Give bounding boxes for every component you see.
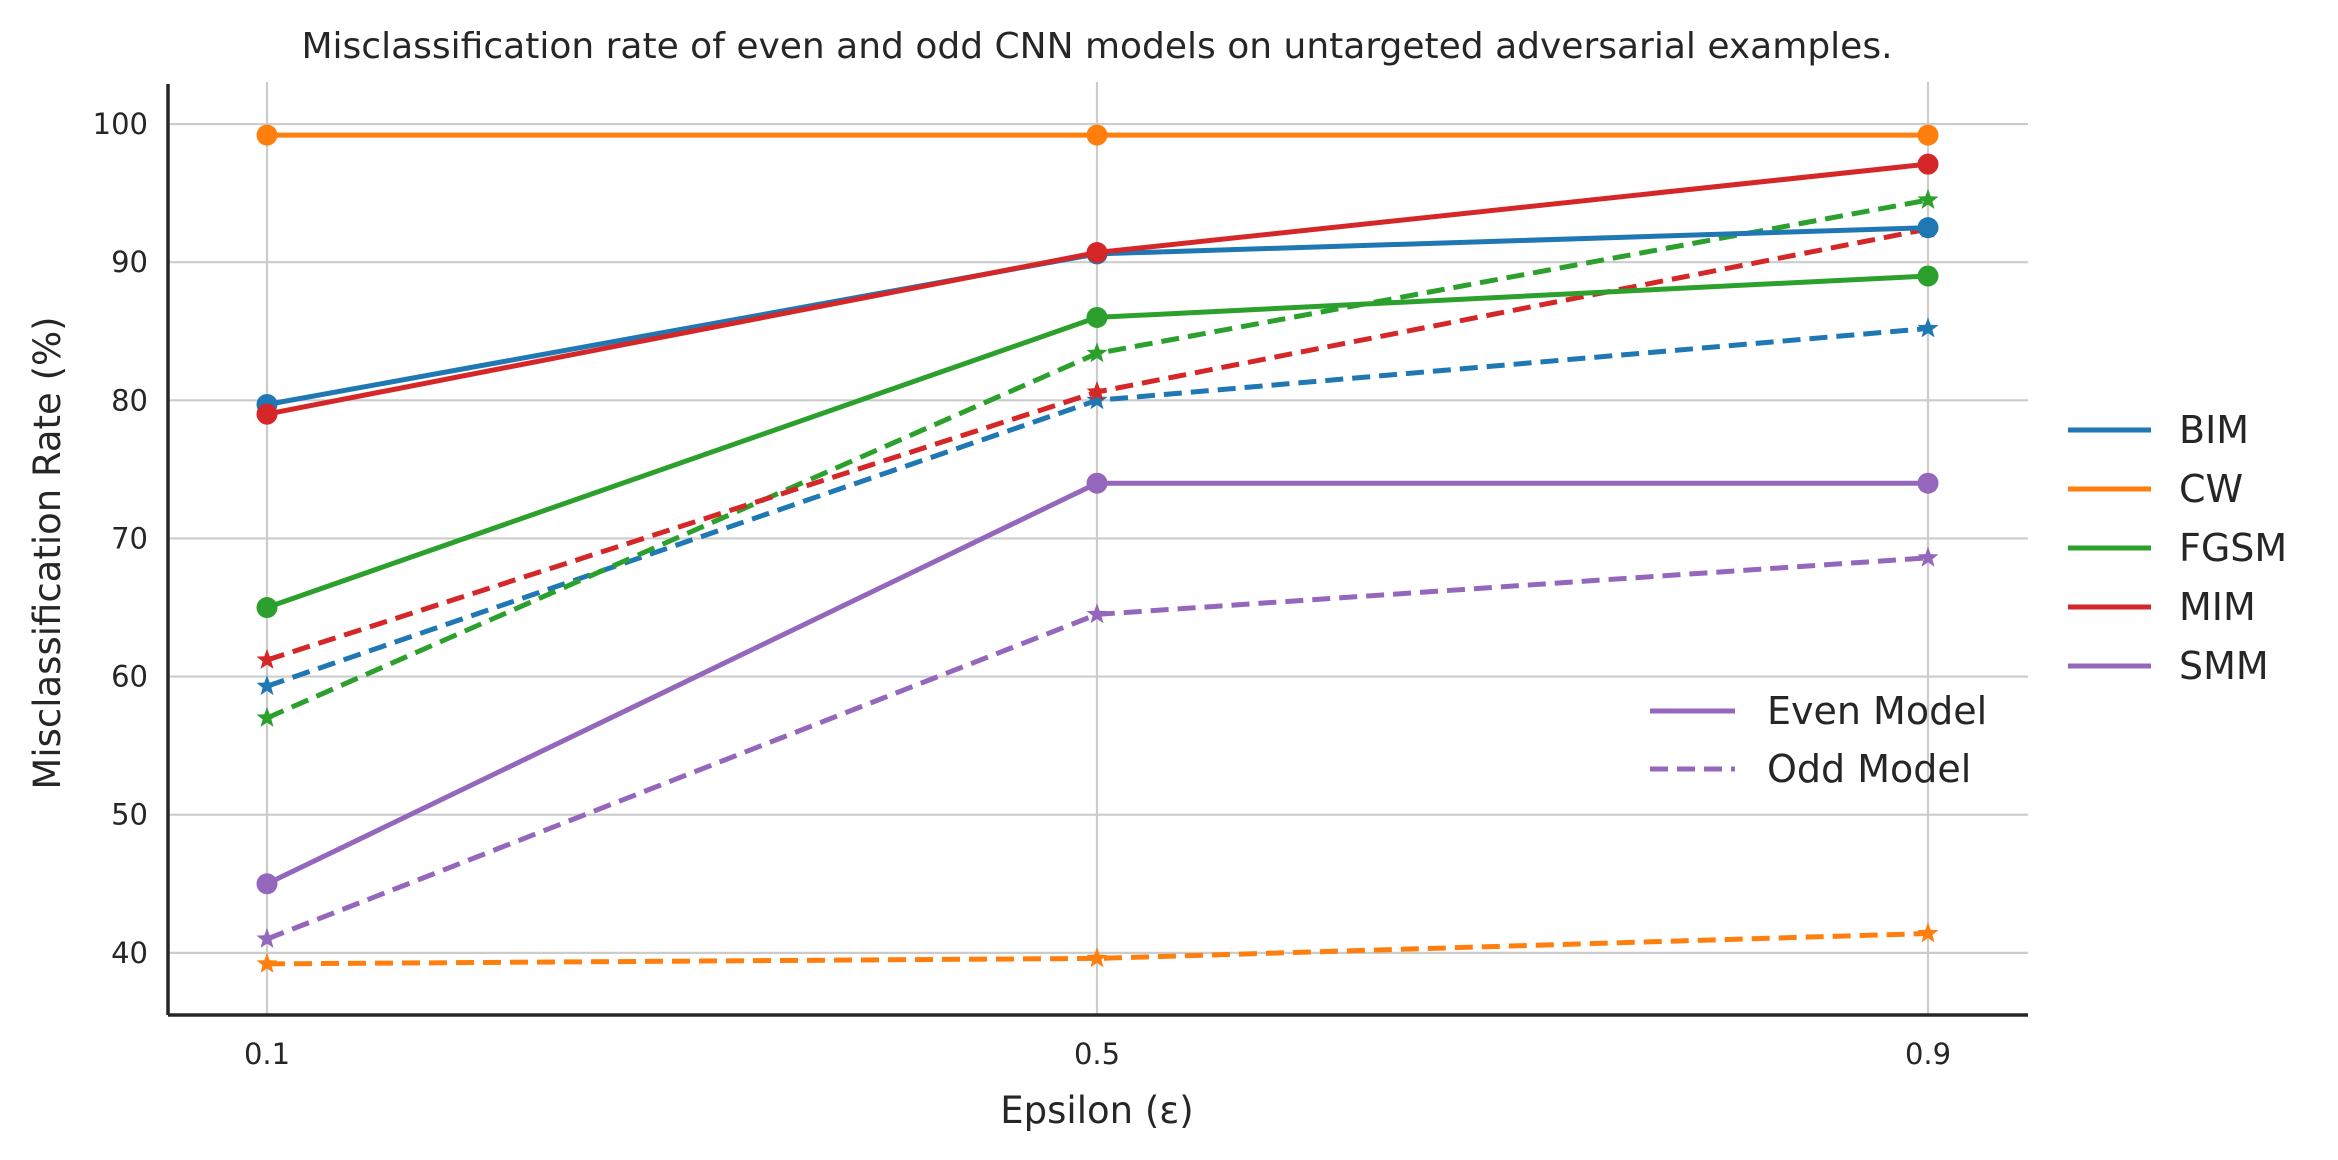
series-fgsm-odd-model: [256, 189, 1939, 727]
y-axis-label: Misclassification Rate (%): [26, 316, 69, 789]
legend-label: CW: [2179, 467, 2243, 511]
series-smm-even-model: [256, 472, 1939, 895]
series-line: [266, 931, 1929, 967]
series-fgsm-even-model: [256, 265, 1939, 619]
tick-labels: 40 50 60 70 80 90 100 0.1 0.5 0.9: [93, 107, 1951, 1071]
data-point: [1086, 242, 1108, 264]
data-point-star: [1917, 317, 1939, 338]
data-point: [1917, 472, 1939, 494]
legend-label: Even Model: [1767, 689, 1987, 733]
legend-models: Even Model Odd Model: [1650, 689, 1987, 791]
data-point: [256, 124, 278, 146]
legend-item-smm: SMM: [2068, 644, 2269, 688]
data-point-star: [1086, 381, 1108, 401]
data-point: [1086, 306, 1108, 328]
data-point-star: [1917, 546, 1939, 567]
axes-spines: [166, 84, 2028, 1017]
data-point: [1917, 124, 1939, 146]
series-smm-odd-model: [256, 546, 1939, 948]
y-tick-label: 80: [111, 383, 148, 417]
legend-item-fgsm: FGSM: [2068, 526, 2287, 570]
legend-item-odd-model: Odd Model: [1650, 747, 1971, 791]
chart-title: Misclassification rate of even and odd C…: [301, 26, 1892, 67]
grid: [168, 82, 2028, 1015]
data-point-star: [1086, 603, 1108, 624]
series-mim-even-model: [256, 153, 1939, 425]
data-point: [1917, 217, 1939, 239]
series-layer: [256, 124, 1939, 973]
series-bim-odd-model: [256, 317, 1939, 696]
data-point: [256, 597, 278, 619]
y-tick-label: 50: [111, 798, 148, 832]
y-tick-label: 60: [111, 660, 148, 694]
data-point-star: [1086, 389, 1108, 410]
data-point-star: [1917, 189, 1939, 209]
series-cw-odd-model: [256, 922, 1939, 973]
y-tick-label: 70: [111, 521, 148, 555]
series-cw-even-model: [256, 124, 1939, 146]
data-point-star: [256, 928, 278, 948]
data-point-star: [1086, 947, 1108, 968]
data-point-star: [1917, 922, 1939, 943]
x-axis-label: Epsilon (ε): [1000, 1089, 1193, 1132]
data-point-star: [256, 675, 278, 696]
legend-item-mim: MIM: [2068, 585, 2256, 629]
data-point-star: [1086, 342, 1108, 363]
legend-label: MIM: [2179, 585, 2256, 629]
legend-label: BIM: [2179, 408, 2249, 452]
x-tick-label: 0.5: [1074, 1037, 1120, 1071]
data-point: [1086, 472, 1108, 494]
data-point: [1086, 124, 1108, 146]
legend-label: FGSM: [2179, 526, 2287, 570]
legend-label: SMM: [2179, 644, 2269, 688]
data-point: [1917, 265, 1939, 287]
legend-attacks: BIM CW FGSM MIM SMM: [2068, 408, 2287, 688]
data-point: [1917, 153, 1939, 175]
data-point-star: [256, 649, 278, 669]
y-tick-label: 40: [111, 936, 148, 970]
legend-item-even-model: Even Model: [1650, 689, 1987, 733]
y-tick-label: 90: [111, 245, 148, 279]
y-tick-label: 100: [93, 107, 148, 141]
data-point: [256, 873, 278, 895]
legend-item-bim: BIM: [2068, 408, 2249, 452]
data-point: [256, 403, 278, 425]
data-point-star: [256, 952, 278, 973]
legend-label: Odd Model: [1767, 747, 1971, 791]
legend-item-cw: CW: [2068, 467, 2243, 511]
x-tick-label: 0.9: [1905, 1037, 1951, 1071]
x-tick-label: 0.1: [244, 1037, 290, 1071]
data-point-star: [256, 707, 278, 727]
